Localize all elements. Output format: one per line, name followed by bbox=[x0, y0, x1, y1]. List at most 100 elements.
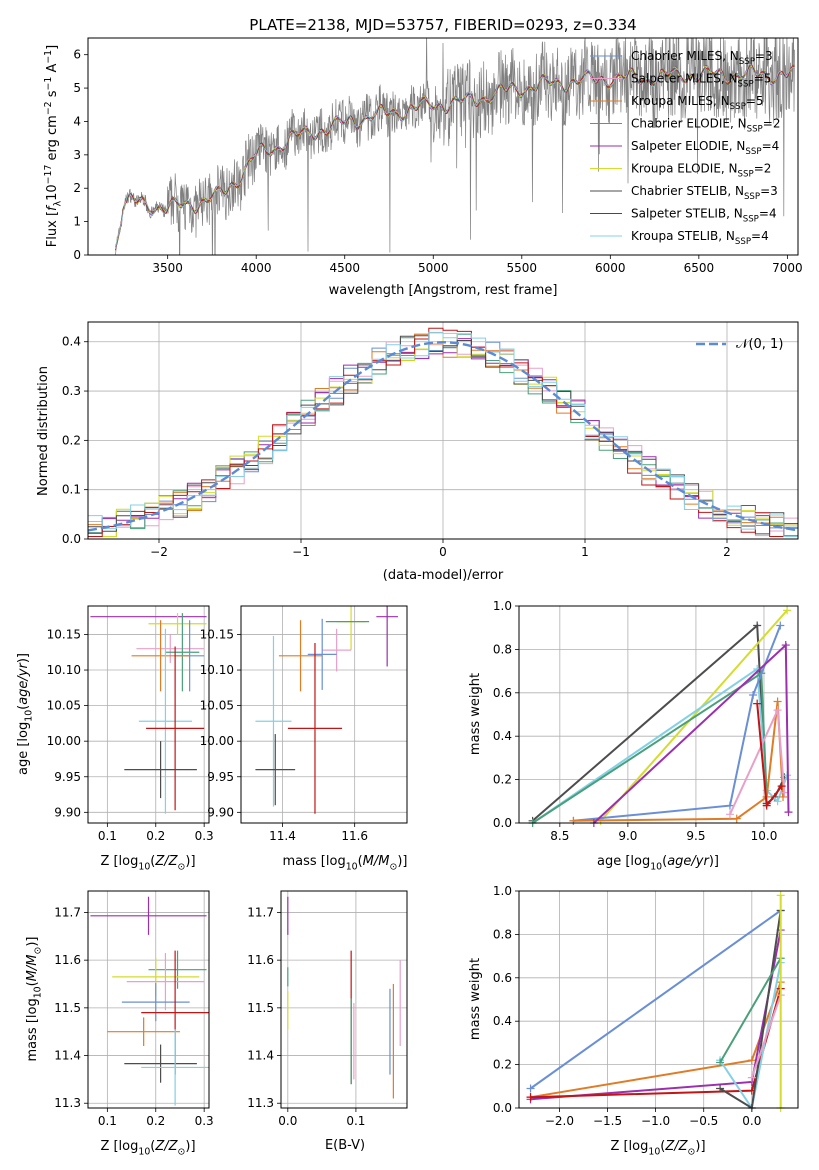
label-part: Z [log bbox=[100, 854, 138, 869]
label-part: ( bbox=[660, 1139, 665, 1154]
x-tick-label: 0.3 bbox=[195, 829, 214, 843]
label-part: ] bbox=[45, 45, 60, 50]
label-part: erg cm bbox=[45, 115, 60, 164]
histogram-ylabel: Normed distribution bbox=[36, 366, 51, 496]
error-bars bbox=[287, 896, 401, 1099]
histogram-step bbox=[88, 327, 798, 537]
y-tick-label: 2 bbox=[73, 181, 81, 195]
weight-marker bbox=[773, 706, 782, 715]
label-part: )] bbox=[709, 854, 719, 869]
y-tick-label: 0.0 bbox=[493, 816, 512, 830]
weight-marker bbox=[779, 792, 788, 801]
legend-entry: Salpeter MILES, NSSP=5 bbox=[631, 72, 771, 90]
label-part: ( bbox=[358, 854, 363, 869]
label-part: )] bbox=[185, 854, 195, 869]
weight-line bbox=[719, 957, 782, 1063]
y-tick-label: 1.0 bbox=[493, 884, 512, 898]
axes-frame bbox=[518, 890, 799, 1109]
weight-marker bbox=[784, 808, 793, 817]
label-part: Z [log bbox=[100, 1139, 138, 1154]
x-tick-label: 0.2 bbox=[146, 1114, 165, 1128]
label-part: Salpeter ELODIE, N bbox=[631, 139, 745, 153]
label-part: s bbox=[45, 90, 60, 101]
legend-entry: Chabrier MILES, NSSP=3 bbox=[631, 49, 773, 67]
label-part: Kroupa ELODIE, N bbox=[631, 162, 738, 176]
label-part: Salpeter STELIB, N bbox=[631, 207, 743, 221]
histogram-xlabel: (data-model)/error bbox=[383, 568, 504, 583]
y-tick-label: 0.6 bbox=[493, 686, 512, 700]
x-tick-label: 4500 bbox=[329, 261, 360, 275]
y-tick-label: 11.7 bbox=[54, 905, 81, 919]
x-tick-label: −0.5 bbox=[689, 1114, 718, 1128]
x-tick-label: 5500 bbox=[507, 261, 538, 275]
label-part: −1 bbox=[43, 77, 54, 91]
age-z-xlabel: Z [log10(Z/Z⊙)] bbox=[100, 854, 195, 873]
y-tick-label: 11.3 bbox=[247, 1096, 274, 1110]
label-part: M/M bbox=[363, 854, 390, 869]
x-tick-label: 9.0 bbox=[618, 829, 637, 843]
label-part: )] bbox=[185, 1139, 195, 1154]
y-tick-label: 11.4 bbox=[54, 1049, 81, 1063]
label-part: Salpeter MILES, N bbox=[631, 72, 738, 86]
label-part: ⊙ bbox=[688, 1147, 696, 1158]
mass-vs-extinction-panel: 0.0 0.1 11.3 11.4 11.5 11.6 11.7 E(B-V) bbox=[247, 890, 408, 1153]
label-part: =4 bbox=[762, 139, 780, 153]
mass-weight-vs-metallicity-panel: −2.0 −1.5 −1.0 −0.5 0.0 0.0 0.2 0.4 0.6 0.8 1.0 Z [… bbox=[468, 884, 799, 1158]
label-part: 10 bbox=[346, 862, 358, 873]
x-tick-label: 4000 bbox=[241, 261, 272, 275]
label-part: 10 bbox=[33, 986, 44, 998]
weight-marker bbox=[753, 621, 762, 630]
label-part: SSP bbox=[747, 125, 763, 135]
mass-z-ylabel: mass [log10(M/M⊙)] bbox=[25, 937, 44, 1062]
y-tick-label: 10.00 bbox=[47, 734, 81, 748]
label-part: SSP bbox=[735, 237, 751, 247]
axes-frame bbox=[280, 890, 408, 1109]
y-tick-label: 0.2 bbox=[62, 433, 81, 447]
age-mass-xlabel: mass [log10(M/M⊙)] bbox=[283, 854, 408, 873]
label-part: SSP bbox=[745, 147, 761, 157]
y-tick-label: 6 bbox=[73, 48, 81, 62]
y-tick-label: 10.10 bbox=[47, 663, 81, 677]
axes-frame bbox=[87, 890, 210, 1109]
x-tick-label: 3500 bbox=[152, 261, 183, 275]
weight-marker bbox=[783, 606, 792, 615]
label-part: SSP bbox=[743, 215, 759, 225]
label-part: ( bbox=[150, 854, 155, 869]
label-part: mass [log bbox=[283, 854, 346, 869]
x-tick-label: 1 bbox=[581, 545, 589, 559]
weight-marker bbox=[716, 1084, 725, 1093]
label-part: ( bbox=[16, 705, 31, 710]
weight-marker bbox=[747, 1073, 756, 1082]
y-tick-label: 0.8 bbox=[493, 642, 512, 656]
y-tick-label: 11.6 bbox=[247, 953, 274, 967]
model-spectrum bbox=[115, 64, 795, 250]
y-tick-label: 11.4 bbox=[247, 1049, 274, 1063]
y-tick-label: 10.05 bbox=[200, 699, 234, 713]
error-bars bbox=[90, 613, 207, 814]
label-part: 10 bbox=[138, 1147, 150, 1158]
label-part: Kroupa MILES, N bbox=[631, 94, 730, 108]
axes-frame bbox=[518, 605, 799, 824]
y-tick-label: 0.8 bbox=[493, 927, 512, 941]
weight-marker bbox=[725, 810, 734, 819]
y-tick-label: 0.4 bbox=[493, 1014, 512, 1028]
spectrum-lines bbox=[115, 38, 795, 255]
age-vs-metallicity-panel: 0.1 0.2 0.3 9.90 9.95 10.00 10.05 10.10 10.15 Z [… bbox=[16, 605, 214, 873]
label-part: SSP bbox=[744, 192, 760, 202]
axes-frame bbox=[87, 605, 210, 824]
histogram-step bbox=[88, 335, 798, 537]
label-part: −1 bbox=[43, 50, 54, 64]
label-part: 10 bbox=[138, 862, 150, 873]
weight-marker bbox=[749, 690, 758, 699]
weight-marker bbox=[732, 814, 741, 823]
y-tick-label: 9.90 bbox=[207, 805, 234, 819]
label-part: ⊙ bbox=[178, 862, 186, 873]
y-tick-label: 0.3 bbox=[62, 384, 81, 398]
label-part: =5 bbox=[754, 72, 772, 86]
x-tick-label: −1.5 bbox=[593, 1114, 622, 1128]
label-part: f bbox=[45, 204, 60, 211]
x-tick-label: 0.1 bbox=[98, 829, 117, 843]
label-part: age/yr bbox=[16, 661, 31, 704]
